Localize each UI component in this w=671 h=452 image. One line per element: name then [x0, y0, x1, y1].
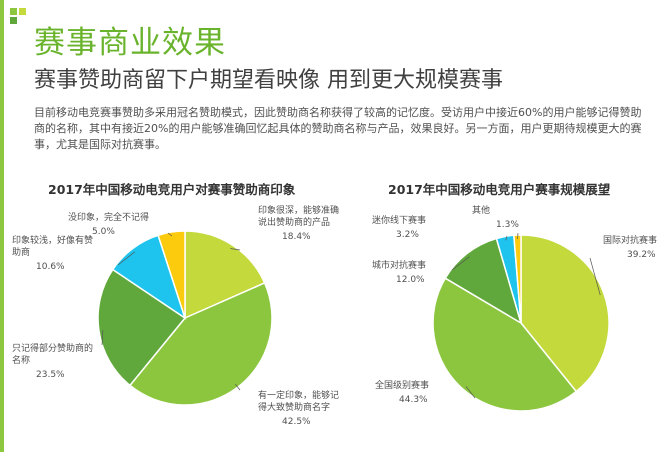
chart-2-slice-2	[432, 277, 578, 412]
chart-2-label-3: 城市对抗赛事	[372, 259, 426, 271]
chart-2-leader-2	[465, 386, 476, 399]
page-title: 赛事商业效果	[34, 25, 226, 61]
chart-2-value-4: 3.2%	[396, 230, 419, 240]
chart-1-leader-5	[167, 232, 173, 237]
chart-1-title: 2017年中国移动电竞用户对赛事赞助商印象	[48, 182, 296, 197]
chart-2-label-5: 其他	[472, 204, 490, 216]
brand-logo-icon	[10, 8, 26, 24]
chart-1-label-3: 只记得部分赞助商的	[12, 342, 93, 354]
chart-2-label-4: 迷你线下赛事	[372, 214, 426, 226]
chart-1-value-4: 10.6%	[36, 262, 65, 272]
chart-1-slice-5	[157, 230, 186, 319]
chart-2-value-5: 1.3%	[496, 220, 519, 230]
chart-1-label-1: 说出赞助商的产品	[258, 216, 330, 228]
chart-1-value-5: 5.0%	[92, 227, 115, 237]
chart-2-value-1: 39.2%	[627, 250, 656, 260]
chart-2-leader-4	[505, 235, 508, 241]
page-subtitle: 赛事赞助商留下户期望看映像 用到更大规模赛事	[34, 68, 503, 93]
chart-2-label-1: 国际对抗赛事	[603, 234, 657, 246]
chart-2-label-2: 全国级别赛事	[375, 379, 429, 391]
chart-1-label-1: 印象很深，能够准确	[258, 204, 339, 216]
chart-1-label-3: 名称	[12, 354, 30, 366]
chart-1-leader-1	[230, 248, 241, 251]
chart-1-label-5: 没印象，完全不记得	[68, 211, 149, 223]
chart-1-slice-1	[184, 230, 266, 320]
intro-paragraph: 目前移动电竞赛事赞助多采用冠名赞助模式，因此赞助商名称获得了较高的记忆度。受访用…	[34, 106, 642, 151]
chart-1-slice-3	[97, 268, 187, 387]
chart-1-leader-4	[117, 251, 136, 266]
chart-1-label-2: 有一定印象，能够记	[258, 389, 339, 401]
chart-2-title: 2017年中国移动电竞用户赛事规模展望	[388, 182, 611, 197]
chart-1-value-1: 18.4%	[282, 232, 311, 242]
left-accent-bar	[0, 0, 4, 452]
chart-1-leader-2	[234, 383, 241, 391]
chart-1-value-2: 42.5%	[282, 417, 311, 427]
chart-2-slice-1	[520, 234, 610, 393]
chart-2-value-3: 12.0%	[396, 275, 425, 285]
chart-1-value-3: 23.5%	[36, 370, 65, 380]
chart-1-label-4: 助商	[12, 246, 30, 258]
chart-1-leader-3	[101, 330, 104, 346]
chart-2-leader-1	[589, 257, 601, 296]
chart-1-label-2: 得大致赞助商名字	[258, 401, 330, 413]
chart-2-leader-3	[451, 256, 470, 271]
chart-2-value-2: 44.3%	[399, 395, 428, 405]
chart-2-slice-5	[513, 234, 522, 324]
chart-1-label-4: 印象较浅，好像有赞	[12, 234, 93, 246]
